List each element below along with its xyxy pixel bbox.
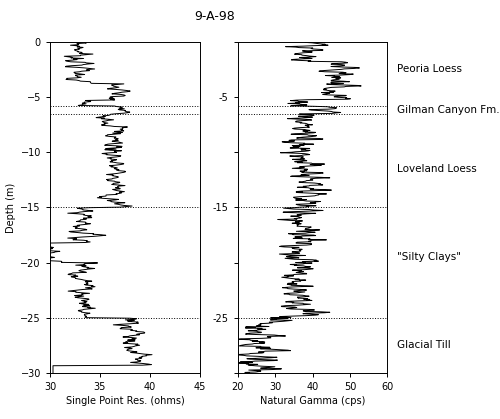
Text: Gilman Canyon Fm.: Gilman Canyon Fm. — [398, 105, 500, 115]
Text: Peoria Loess: Peoria Loess — [398, 65, 462, 75]
Text: "Silty Clays": "Silty Clays" — [398, 252, 462, 262]
Text: Loveland Loess: Loveland Loess — [398, 164, 477, 174]
Text: 9-A-98: 9-A-98 — [194, 10, 235, 23]
X-axis label: Natural Gamma (cps): Natural Gamma (cps) — [260, 396, 365, 406]
Text: Glacial Till: Glacial Till — [398, 340, 451, 350]
X-axis label: Single Point Res. (ohms): Single Point Res. (ohms) — [66, 396, 184, 406]
Y-axis label: Depth (m): Depth (m) — [6, 182, 16, 233]
